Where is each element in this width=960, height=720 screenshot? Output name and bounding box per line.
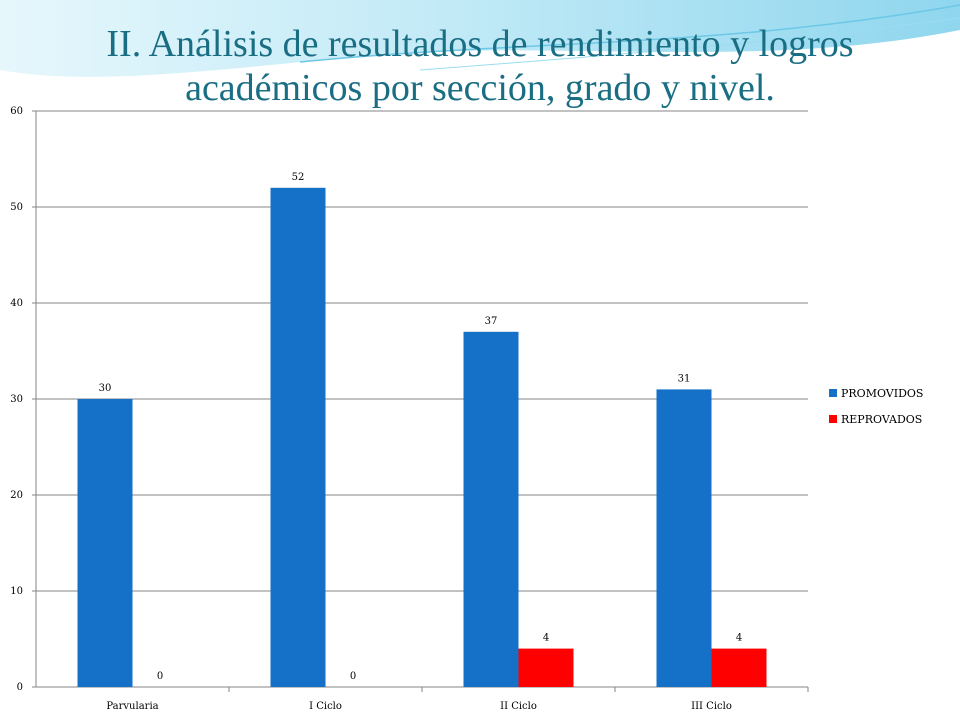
bar-promovidos [463, 331, 519, 687]
bar-reprovados [711, 648, 767, 687]
bar-promovidos [656, 389, 712, 687]
data-labels: 30 0 52 0 37 4 31 4 [99, 172, 743, 682]
header-wave-line-2 [419, 17, 960, 71]
bar-promovidos [270, 187, 326, 688]
x-tick-label: III Ciclo [691, 701, 732, 712]
x-axis: Parvularia I Ciclo II Ciclo III Ciclo [36, 686, 809, 712]
data-label: 0 [157, 671, 163, 682]
header-wave [0, 0, 960, 77]
x-tick-label: II Ciclo [500, 701, 537, 712]
x-tick-label: Parvularia [106, 701, 158, 712]
legend: PROMOVIDOS REPROVADOS [829, 387, 923, 426]
y-tick-label: 30 [10, 394, 23, 405]
y-tick-label: 0 [17, 682, 23, 693]
data-label: 37 [485, 316, 498, 327]
y-tick-label: 50 [10, 202, 23, 213]
y-tick-label: 20 [10, 490, 23, 501]
data-label: 0 [350, 671, 356, 682]
legend-swatch [829, 415, 837, 423]
data-label: 4 [543, 633, 549, 644]
data-label: 30 [99, 383, 112, 394]
legend-label: REPROVADOS [841, 413, 922, 426]
y-tick-label: 10 [10, 586, 23, 597]
bar-promovidos [77, 399, 133, 687]
legend-label: PROMOVIDOS [841, 387, 923, 400]
y-axis: 0 10 20 30 40 50 60 [10, 106, 37, 693]
header-wave-line [299, 4, 960, 63]
y-tick-label: 40 [10, 298, 23, 309]
data-label: 52 [292, 172, 305, 183]
x-tick-label: I Ciclo [309, 701, 342, 712]
data-label: 31 [678, 373, 691, 384]
data-label: 4 [736, 633, 742, 644]
legend-swatch [829, 389, 837, 397]
slide-title: II. Análisis de resultados de rendimient… [106, 23, 854, 109]
y-tick-label: 60 [10, 106, 23, 117]
bars [77, 187, 767, 688]
bar-reprovados [518, 648, 574, 687]
